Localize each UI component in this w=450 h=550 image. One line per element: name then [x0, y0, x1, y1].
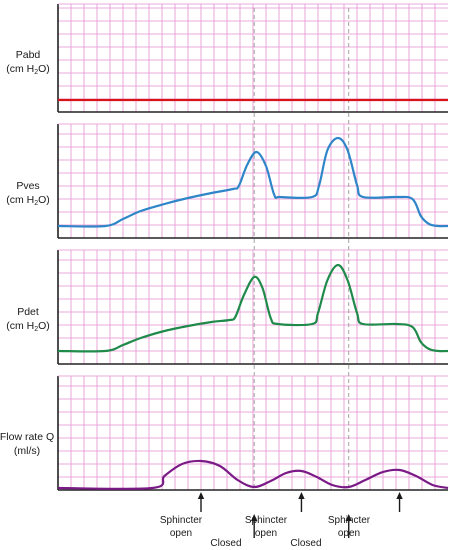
pves-trace — [57, 136, 449, 228]
pves-label-line1: Pves — [16, 180, 40, 192]
arrow-head — [197, 492, 205, 499]
marker-label-sphincter-open-2: Sphincter open — [244, 515, 288, 539]
pves-label-line2: (cm H2O) — [6, 194, 50, 207]
panel-label-pabd: Pabd (cm H2O) — [0, 48, 56, 80]
grid-layer — [58, 4, 448, 490]
event-arrow-2 — [298, 492, 305, 512]
event-arrow-3 — [345, 514, 352, 538]
arrow-head — [345, 514, 352, 521]
frame-layer — [57, 3, 448, 491]
pdet-trace — [57, 263, 449, 353]
pdet-label-line1: Pdet — [17, 306, 39, 318]
arrow-head — [250, 514, 258, 521]
pdet-grid — [58, 250, 448, 364]
flow-trace — [57, 459, 449, 490]
panel-label-pves: Pves (cm H2O) — [0, 179, 56, 211]
marker-label-sphincter-open-3: Sphincter open — [327, 515, 371, 539]
pves-grid — [58, 124, 448, 238]
panel-label-flow: Flow rate Q (ml/s) — [0, 430, 58, 462]
marker-label-closed-1: Closed — [210, 538, 242, 549]
event-arrow-1 — [250, 514, 258, 538]
flow-label-line1: Flow rate Q — [0, 431, 55, 443]
flow-grid — [58, 376, 448, 490]
dashed-marker-layer — [253, 8, 350, 490]
marker-label-sphincter-open-1: Sphincter open — [159, 515, 203, 539]
event-arrow-0 — [197, 492, 205, 512]
pabd-label-line1: Pabd — [15, 49, 41, 61]
pdet-label-line2: (cm H2O) — [6, 320, 50, 333]
arrow-head — [298, 492, 305, 499]
marker-label-closed-2: Closed — [290, 538, 322, 549]
pabd-grid — [58, 4, 448, 112]
arrow-head — [396, 492, 403, 499]
arrow-layer — [197, 492, 403, 538]
flow-label-line2: (ml/s) — [13, 445, 41, 457]
pabd-label-line2: (cm H2O) — [6, 63, 50, 76]
trace-layer — [57, 98, 449, 490]
event-arrow-4 — [396, 492, 403, 512]
panel-label-pdet: Pdet (cm H2O) — [0, 305, 56, 337]
